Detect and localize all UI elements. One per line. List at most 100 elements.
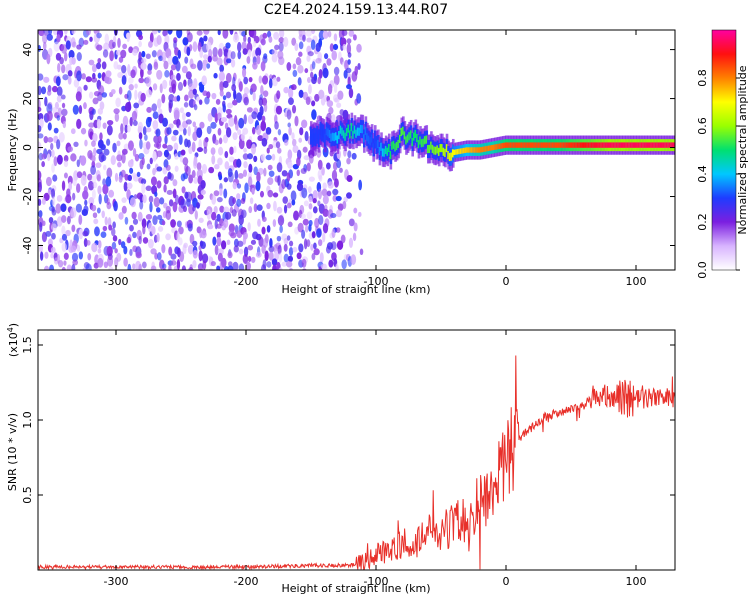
spectrogram-noise-cell xyxy=(39,251,44,261)
spectrogram-noise-cell xyxy=(306,37,313,43)
spectrogram-noise-cell xyxy=(179,251,185,263)
spectrogram-signal-core xyxy=(634,142,638,148)
spectrogram-noise-cell xyxy=(329,43,334,52)
spectrogram-noise-cell xyxy=(101,61,107,70)
spectrogram-signal-core xyxy=(659,142,663,148)
spectrogram-noise-cell xyxy=(61,242,67,252)
spectrogram-noise-cell xyxy=(286,235,291,241)
snr-y-ticks: 0.5 1.0 1.5 xyxy=(21,336,675,504)
spectrogram-noise-cell xyxy=(277,215,285,226)
spectrogram-noise-cell xyxy=(124,101,132,113)
spectrogram-noise-cell xyxy=(298,51,303,57)
spectrogram-signal-core xyxy=(325,127,329,136)
spectrogram-noise-cell xyxy=(322,263,328,270)
spectrogram-noise-cell xyxy=(198,99,203,105)
spectrogram-noise-cell xyxy=(162,143,168,149)
spectrogram-noise-cell xyxy=(90,165,97,176)
spectrogram-noise-cell xyxy=(199,83,205,93)
spectrogram-noise-cell xyxy=(97,239,102,249)
spectrogram-noise-cell xyxy=(76,70,82,82)
spectrogram-noise-cell xyxy=(76,171,83,179)
spectrogram-noise-cell xyxy=(39,244,44,254)
spectrogram-noise-cell xyxy=(347,59,351,65)
spectrogram-noise-cell xyxy=(120,123,124,135)
spectrogram-noise-cell xyxy=(188,174,194,184)
spectrogram-noise-cell xyxy=(162,117,168,128)
spectrogram-signal-core xyxy=(451,149,455,158)
spectrogram-noise-cell xyxy=(51,232,56,240)
spectrogram-noise-cell xyxy=(177,81,184,91)
spectrogram-noise-cell xyxy=(127,174,133,182)
spectrogram-signal-core xyxy=(561,142,564,148)
spectrogram-noise-cell xyxy=(325,245,331,254)
spectrogram-noise-cell xyxy=(206,125,212,135)
spectrogram-noise-cell xyxy=(202,63,207,71)
spectrogram-noise-cell xyxy=(274,44,280,51)
spectrogram-noise-cell xyxy=(87,173,93,181)
spectrogram-signal-core xyxy=(564,142,567,148)
spectrogram-noise-cell xyxy=(240,197,246,205)
spectrogram-noise-cell xyxy=(168,102,172,114)
spectrogram-signal-core xyxy=(597,142,600,148)
spectrogram-noise-cell xyxy=(157,98,162,109)
spectrogram-noise-cell xyxy=(141,183,146,194)
spectrogram-noise-cell xyxy=(78,251,84,260)
spectrogram-signal-core xyxy=(373,135,377,144)
spectrogram-noise-cell xyxy=(169,173,174,181)
spectrogram-noise-cell xyxy=(145,127,152,133)
snr-y-tick-label: 1.5 xyxy=(21,336,34,354)
spectrogram-noise-cell xyxy=(202,90,208,97)
spectrogram-noise-cell xyxy=(345,67,352,74)
spectrogram-noise-cell xyxy=(307,51,314,57)
spectrogram-noise-cell xyxy=(312,189,318,200)
spectrogram-signal-core xyxy=(512,142,516,148)
spectrogram-noise-cell xyxy=(214,112,219,124)
spectrogram-noise-cell xyxy=(298,41,304,50)
spectrogram-noise-cell xyxy=(102,164,107,171)
spectrogram-noise-cell xyxy=(340,37,347,47)
spectrogram-noise-cell xyxy=(216,57,223,66)
spectrogram-noise-cell xyxy=(273,31,280,40)
spectrogram-signal-core xyxy=(651,142,655,148)
spectrogram-noise-cell xyxy=(91,188,96,200)
spectrogram-signal-core xyxy=(436,145,439,154)
spectrogram-noise-cell xyxy=(38,198,42,206)
spectrogram-noise-cell xyxy=(233,145,237,154)
spectrogram-noise-cell xyxy=(76,44,82,50)
spectrogram-noise-cell xyxy=(42,41,47,51)
spectrogram-noise-cell xyxy=(262,75,269,85)
spectrogram-noise-cell xyxy=(88,59,95,66)
spectrogram-noise-cell xyxy=(154,252,158,260)
snr-x-axis-label: Height of straight line (km) xyxy=(281,582,430,595)
spectrogram-noise-cell xyxy=(271,49,278,55)
spectrogram-noise-cell xyxy=(82,190,89,200)
spectrogram-signal-core xyxy=(455,149,458,155)
spectrogram-y-tick-label: 20 xyxy=(21,92,34,106)
spectrogram-noise-cell xyxy=(137,211,143,222)
spectrogram-noise-cell xyxy=(200,189,206,195)
spectrogram-noise-cell xyxy=(134,153,140,162)
spectrogram-noise-cell xyxy=(157,30,161,33)
spectrogram-noise-cell xyxy=(337,90,344,100)
spectrogram-signal-core xyxy=(310,131,313,140)
spectrogram-signal-core xyxy=(639,142,642,148)
spectrogram-noise-cell xyxy=(63,154,69,163)
spectrogram-signal-core xyxy=(515,142,519,148)
spectrogram-noise-cell xyxy=(248,206,253,214)
spectrogram-noise-cell xyxy=(228,117,235,127)
spectrogram-signal-core xyxy=(498,143,502,149)
spectrogram-noise-cell xyxy=(256,54,261,65)
spectrogram-noise-cell xyxy=(260,60,266,72)
spectrogram-noise-cell xyxy=(218,71,225,82)
spectrogram-noise-cell xyxy=(284,139,289,146)
spectrogram-signal-core xyxy=(525,142,528,148)
spectrogram-noise-cell xyxy=(269,238,273,248)
spectrogram-signal-core xyxy=(445,144,449,153)
spectrogram-x-tick-label: 100 xyxy=(626,275,647,288)
spectrogram-noise-cell xyxy=(221,222,227,231)
spectrogram-noise-cell xyxy=(76,159,81,168)
spectrogram-noise-cell xyxy=(228,156,235,163)
spectrogram-noise-cell xyxy=(213,72,218,79)
spectrogram-noise-cell xyxy=(296,252,302,260)
spectrogram-noise-cell xyxy=(202,260,207,270)
